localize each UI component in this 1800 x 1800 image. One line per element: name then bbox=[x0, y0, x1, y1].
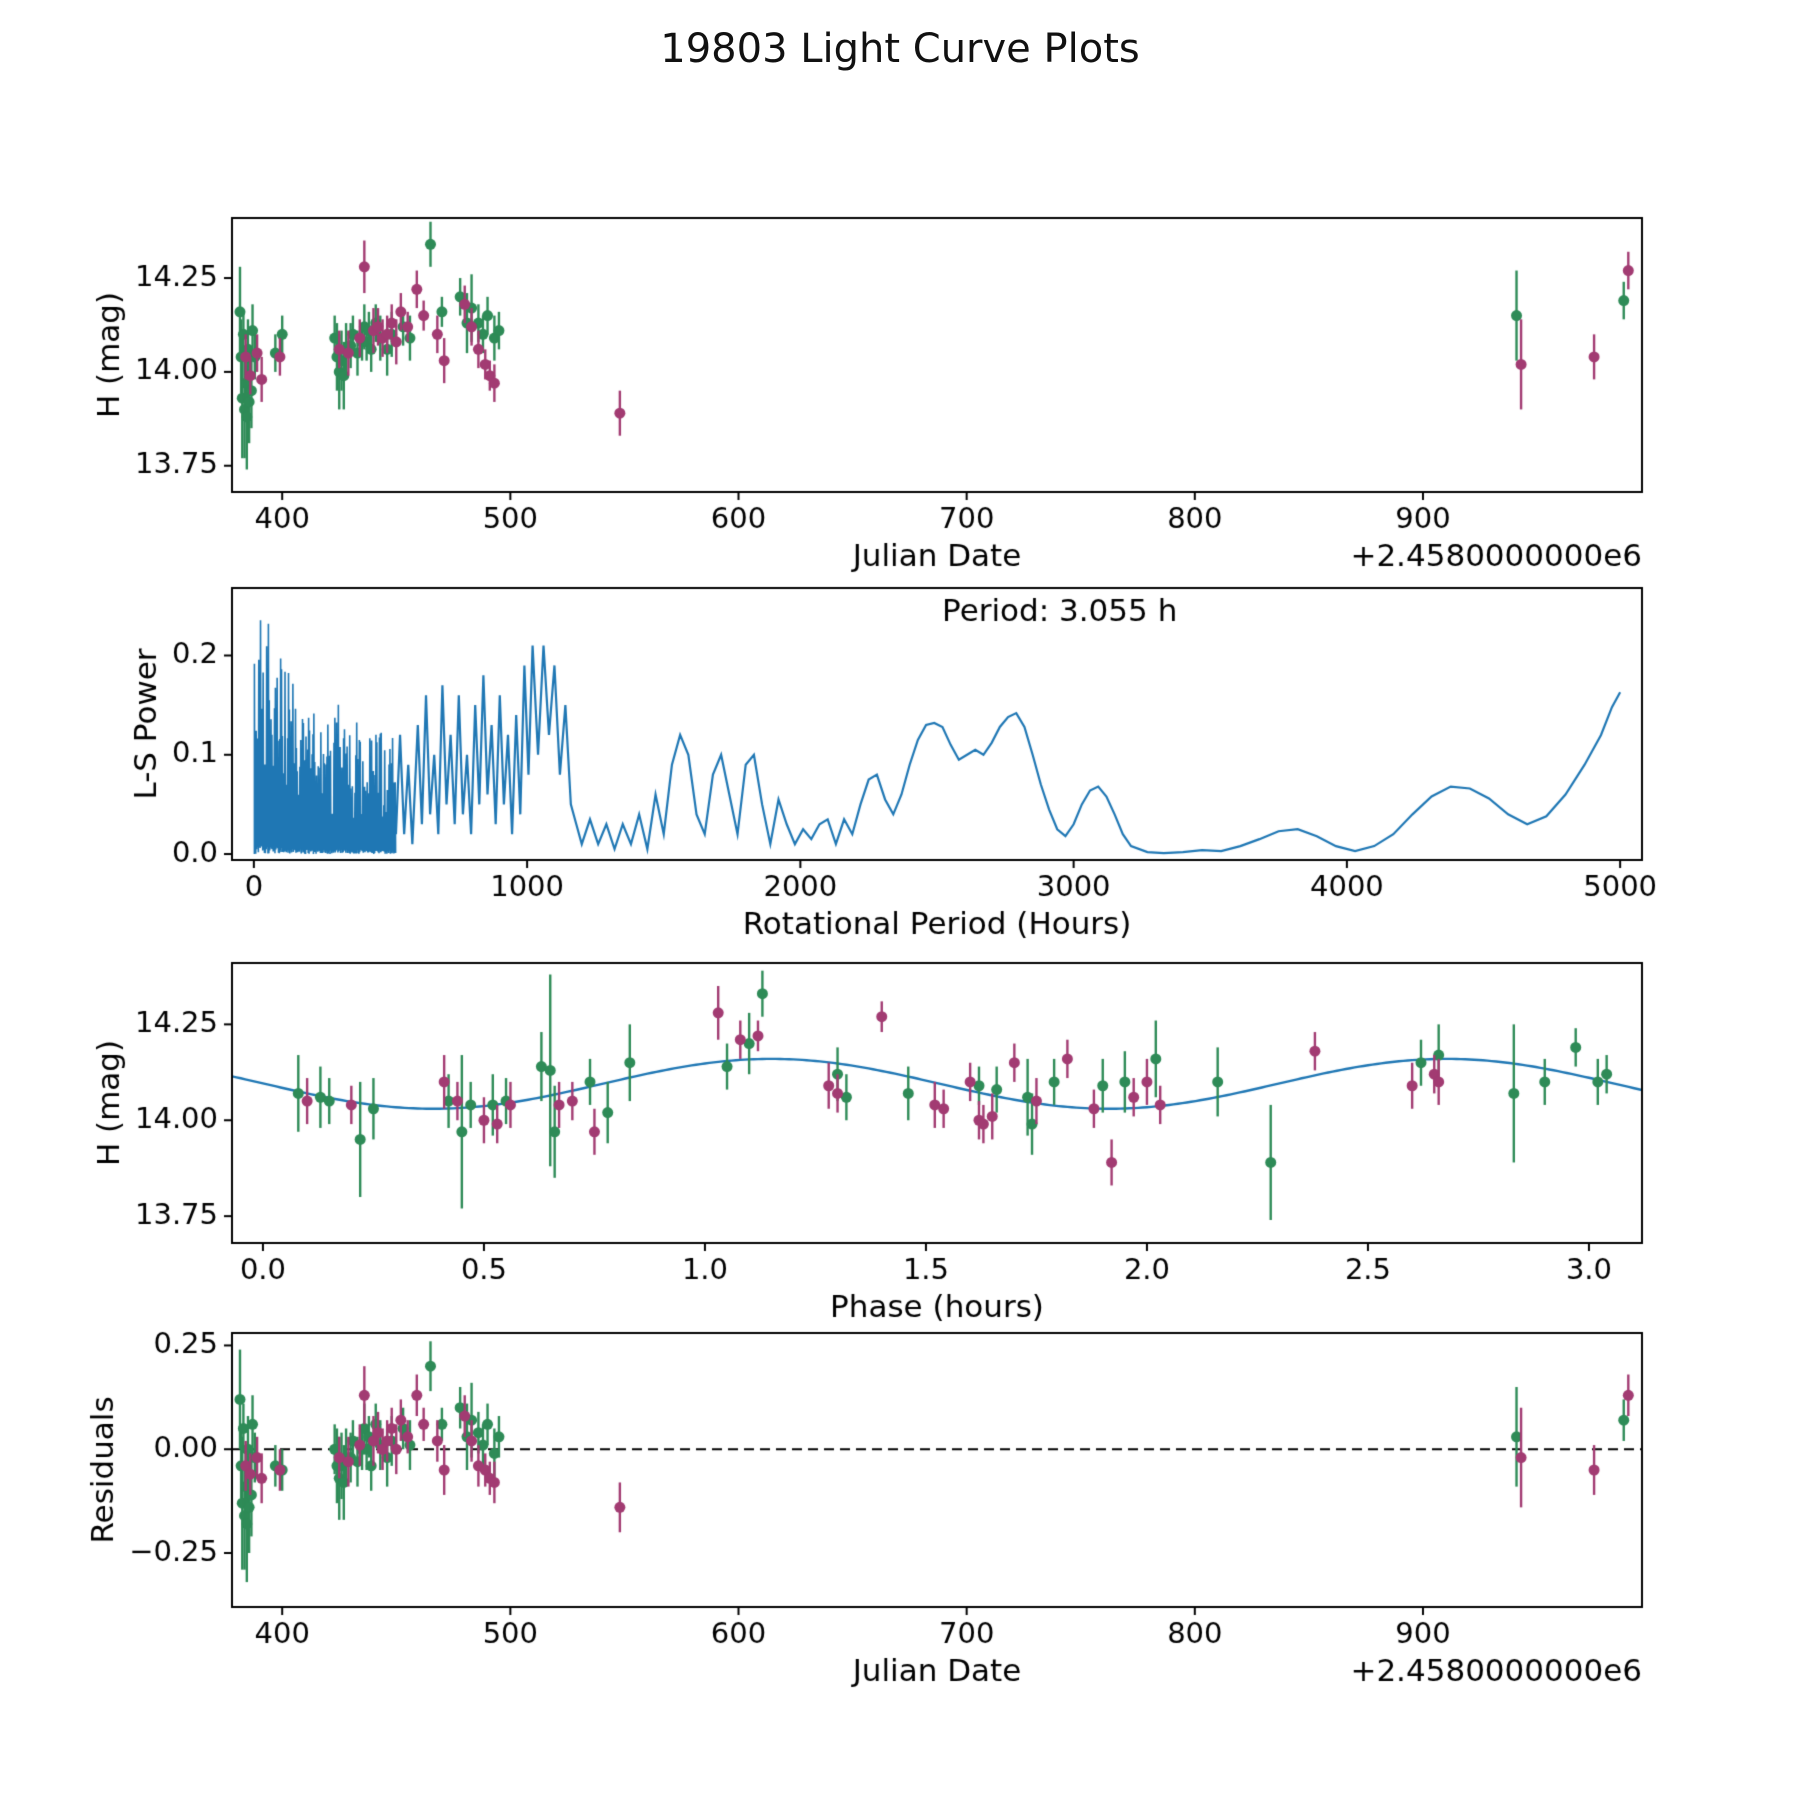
light-curve-figure: 19803 Light Curve Plots bbox=[0, 0, 1800, 1800]
figure-canvas bbox=[0, 0, 1800, 1800]
